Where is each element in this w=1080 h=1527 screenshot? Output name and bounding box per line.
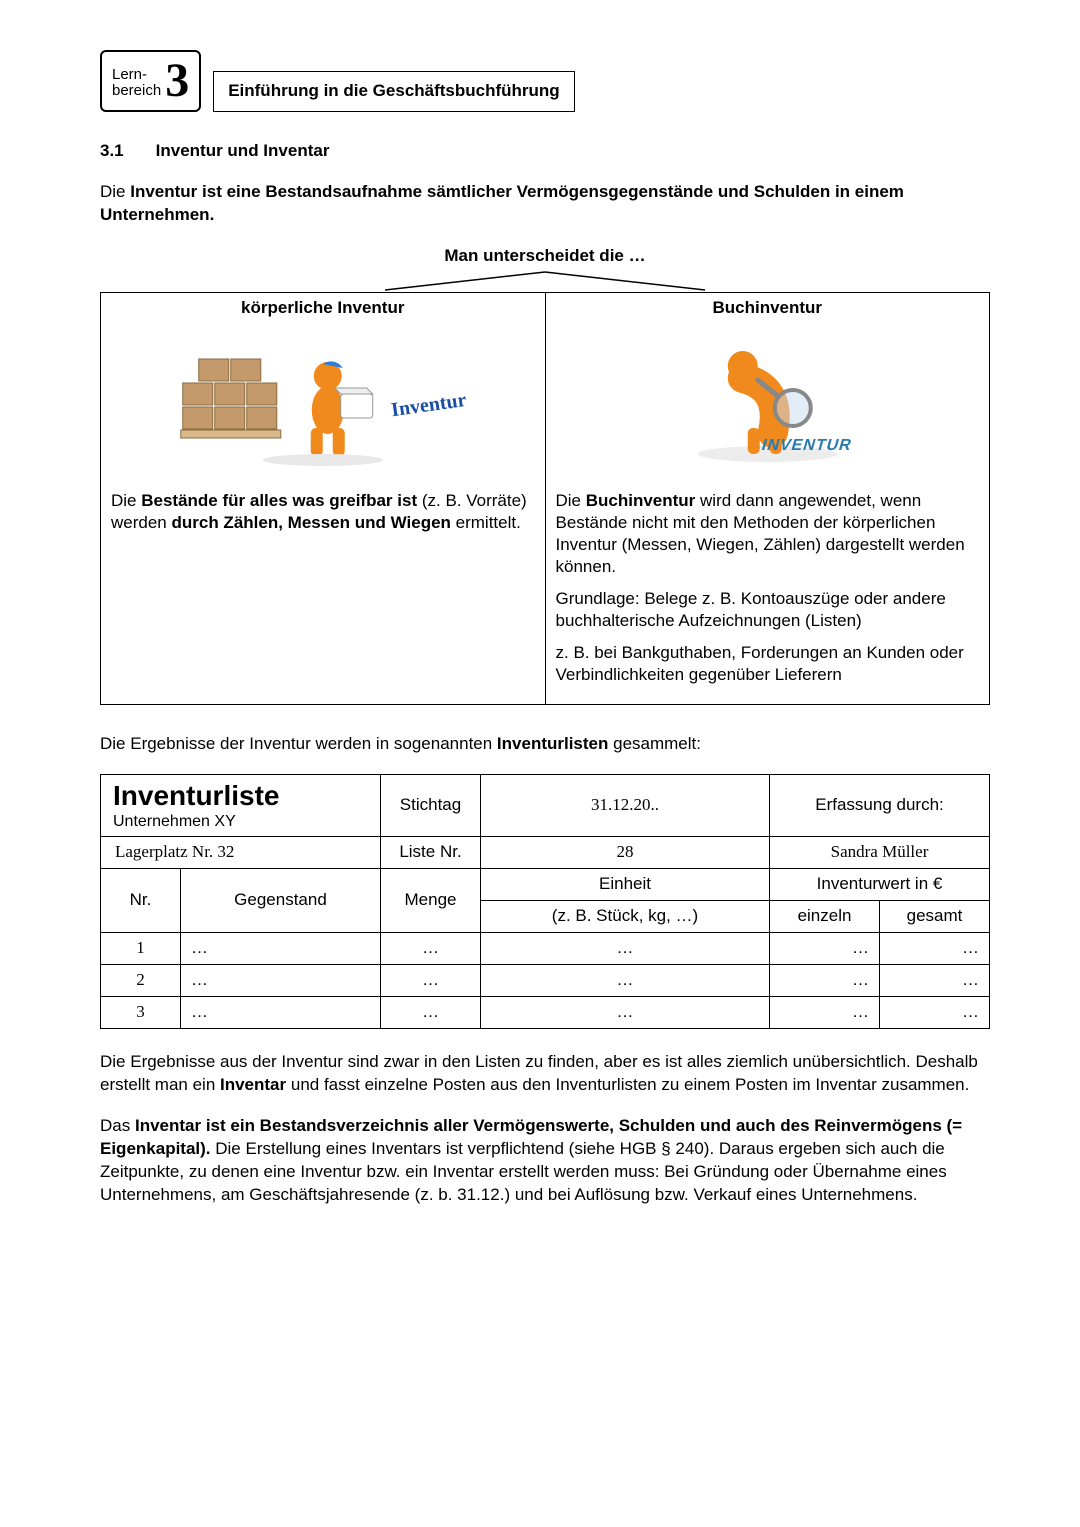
outro-paragraph-2: Das Inventar ist ein Bestandsverzeichnis… [100,1115,990,1207]
right-illustration: INVENTUR [545,324,990,484]
row-einzeln: … [770,997,880,1029]
fork-icon [295,270,795,292]
outro-paragraph-1: Die Ergebnisse aus der Inventur sind zwa… [100,1051,990,1097]
lernbereich-number: 3 [165,57,189,105]
col-nr: Nr. [101,869,181,933]
left-description: Die Bestände für alles was greifbar ist … [101,484,546,705]
table-row: 1…………… [101,933,990,965]
col-einheit-sub: (z. B. Stück, kg, …) [481,901,770,933]
lernbereich-label: Lern- bereich [112,67,161,100]
col-gesamt: gesamt [880,901,990,933]
liste-company: Unternehmen XY [113,811,368,833]
col-einheit: Einheit [481,869,770,901]
inventur-caption-left: Inventur [390,389,468,421]
left-illustration: Inventur [101,324,546,484]
right-desc-p3: z. B. bei Bankguthaben, Forderungen an K… [556,642,980,686]
erfasser-value: Sandra Müller [770,837,990,869]
intro-prefix: Die [100,182,130,201]
row-gesamt: … [880,997,990,1029]
inventurliste-table: Inventurliste Unternehmen XY Stichtag 31… [100,774,990,1029]
table-row: 3…………… [101,997,990,1029]
row-einheit: … [481,933,770,965]
row-gegenstand: … [181,997,381,1029]
col-einzeln: einzeln [770,901,880,933]
right-desc-p1: Die Buchinventur wird dann angewendet, w… [556,490,980,578]
right-heading: Buchinventur [545,292,990,323]
row-nr: 2 [101,965,181,997]
row-gesamt: … [880,965,990,997]
row-einzeln: … [770,933,880,965]
liste-title: Inventurliste [113,781,368,810]
liste-nr-value: 28 [481,837,770,869]
row-nr: 3 [101,997,181,1029]
stichtag-value: 31.12.20.. [481,775,770,837]
distinction-lead: Man unterscheidet die … [100,245,990,268]
intro-bold: Inventur ist eine Bestandsaufnahme sämtl… [100,182,904,224]
row-menge: … [381,965,481,997]
section-number: 3.1 [100,140,124,163]
lernbereich-badge: Lern- bereich 3 [100,50,201,112]
left-heading: körperliche Inventur [101,292,546,323]
erfassung-label: Erfassung durch: [770,775,990,837]
liste-intro: Die Ergebnisse der Inventur werden in so… [100,733,990,756]
section-title: Inventur und Inventar [156,140,330,163]
row-menge: … [381,997,481,1029]
right-description: Die Buchinventur wird dann angewendet, w… [545,484,990,705]
intro-paragraph: Die Inventur ist eine Bestandsaufnahme s… [100,181,990,227]
lagerplatz-value: Lagerplatz Nr. 32 [101,837,381,869]
row-menge: … [381,933,481,965]
row-gegenstand: … [181,965,381,997]
inventur-caption-right: INVENTUR [759,436,854,454]
table-row: 2…………… [101,965,990,997]
col-menge: Menge [381,869,481,933]
fork-lines [100,270,990,292]
section-heading: 3.1 Inventur und Inventar [100,140,990,163]
magnifier-figure-icon: INVENTUR [550,328,986,468]
row-einheit: … [481,997,770,1029]
page-header: Lern- bereich 3 Einführung in die Geschä… [100,50,990,112]
row-gegenstand: … [181,933,381,965]
warehouse-figure-icon: Inventur [105,328,541,468]
inventur-types-table: körperliche Inventur Buchinventur [100,292,990,706]
col-wert: Inventurwert in € [770,869,990,901]
liste-nr-label: Liste Nr. [381,837,481,869]
right-desc-p2: Grundlage: Belege z. B. Kontoauszüge ode… [556,588,980,632]
row-nr: 1 [101,933,181,965]
col-gegenstand: Gegenstand [181,869,381,933]
row-einzeln: … [770,965,880,997]
row-gesamt: … [880,933,990,965]
row-einheit: … [481,965,770,997]
chapter-title-box: Einführung in die Geschäftsbuchführung [213,71,575,112]
stichtag-label: Stichtag [381,775,481,837]
